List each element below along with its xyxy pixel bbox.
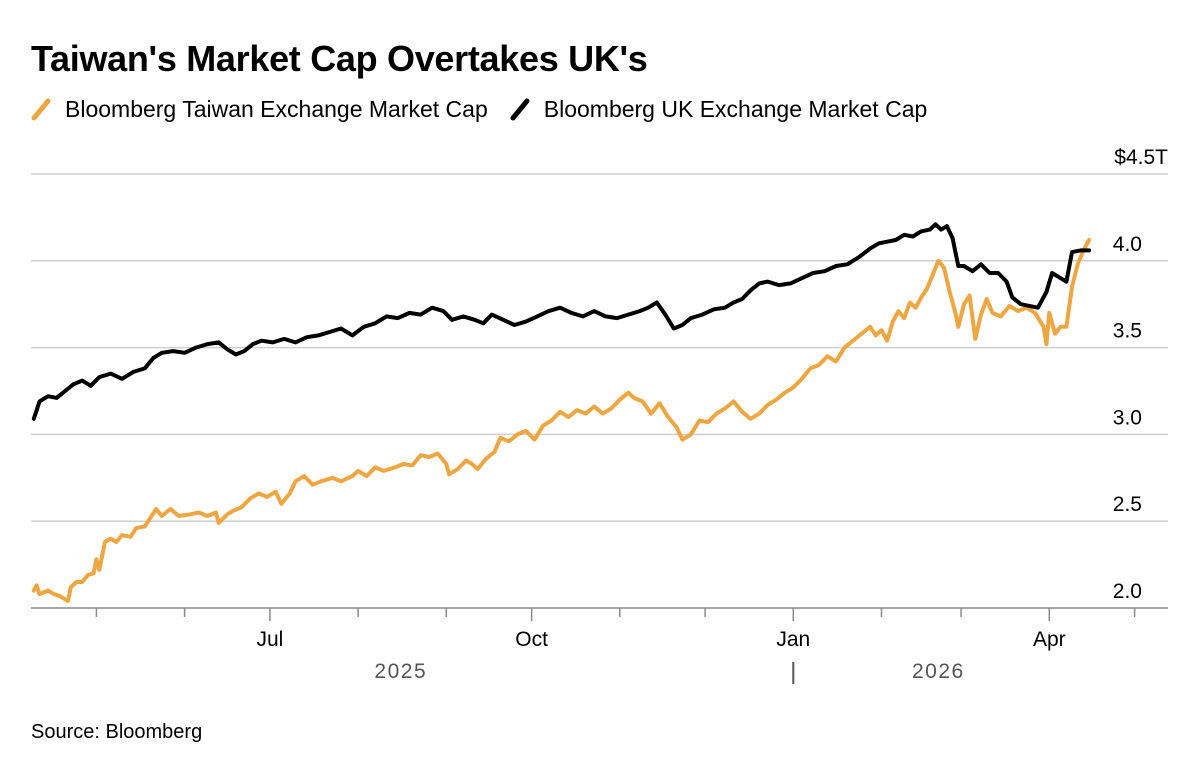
legend: Bloomberg Taiwan Exchange Market Cap Blo… — [31, 92, 949, 126]
year-label-2026: 2026 — [912, 660, 965, 683]
x-tick-label-jul: Jul — [256, 628, 283, 651]
y-tick-label-3: 3.5 — [1113, 320, 1142, 343]
y-tick-label-4: 4.0 — [1113, 233, 1142, 256]
legend-swatch-uk — [510, 98, 530, 121]
y-tick-label-1: 2.5 — [1113, 493, 1142, 516]
y-tick-label-2: 3.0 — [1113, 406, 1142, 429]
chart-title: Taiwan's Market Cap Overtakes UK's — [31, 38, 648, 79]
y-unit-label: $4.5T — [1114, 146, 1168, 169]
legend-item-taiwan: Bloomberg Taiwan Exchange Market Cap — [31, 96, 488, 123]
line-chart: Jul Oct Jan Apr 2025 2026 $4.5T 2.0 2.5 3.0 3.5 4.… — [31, 146, 1168, 684]
series-lines — [31, 222, 1092, 604]
y-tick-label-0: 2.0 — [1113, 580, 1142, 603]
x-axis: Jul Oct Jan Apr 2025 2026 — [31, 607, 1168, 684]
y-axis-labels: $4.5T 2.0 2.5 3.0 3.5 4.0 — [1113, 146, 1168, 603]
x-tick-label-apr: Apr — [1033, 628, 1066, 651]
legend-swatch-taiwan — [31, 98, 51, 121]
legend-label-taiwan: Bloomberg Taiwan Exchange Market Cap — [65, 95, 488, 122]
year-label-2025: 2025 — [374, 660, 427, 683]
x-tick-label-jan: Jan — [776, 628, 810, 651]
series-line-uk — [31, 222, 1092, 421]
source-note: Source: Bloomberg — [31, 721, 203, 743]
legend-item-uk: Bloomberg UK Exchange Market Cap — [510, 95, 928, 123]
legend-label-uk: Bloomberg UK Exchange Market Cap — [543, 95, 928, 122]
x-tick-label-oct: Oct — [515, 628, 548, 651]
grid-lines — [31, 173, 1168, 522]
series-line-taiwan — [31, 238, 1092, 604]
